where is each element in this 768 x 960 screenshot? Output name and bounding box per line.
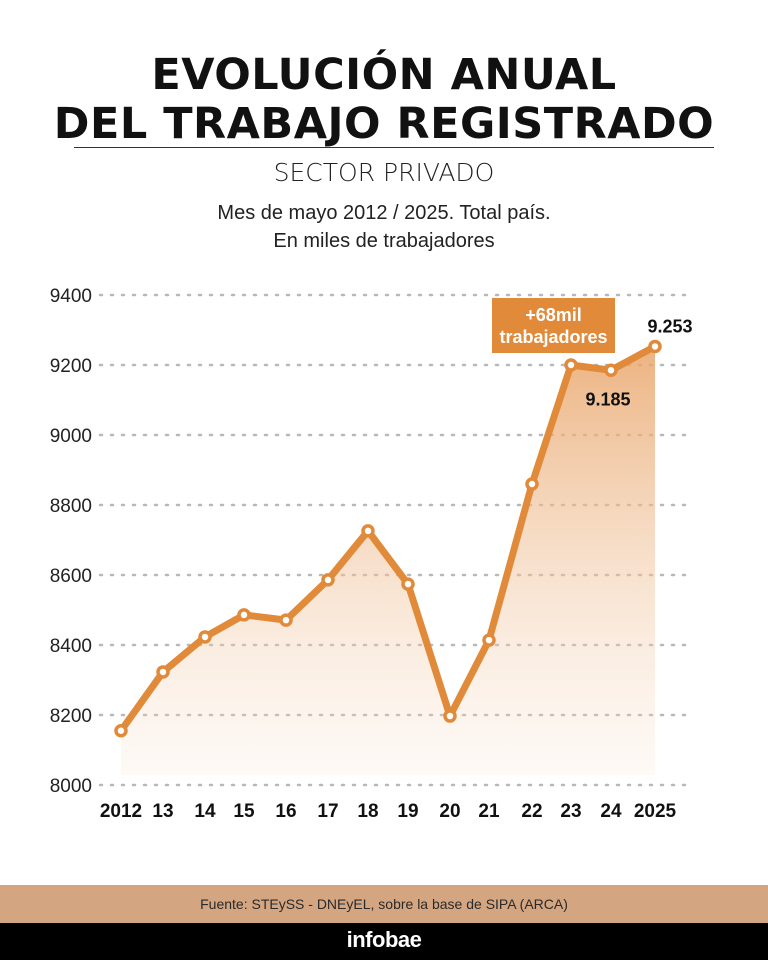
data-point bbox=[198, 630, 212, 644]
data-point bbox=[401, 577, 415, 591]
chart-description-line2: En miles de trabajadores bbox=[273, 230, 495, 252]
x-tick-label: 14 bbox=[194, 801, 216, 822]
x-tick-label: 17 bbox=[317, 801, 338, 822]
series-line bbox=[117, 342, 659, 735]
line-area-chart: 8000 8200 8400 8600 8800 9000 9200 9400 2012 13 1… bbox=[50, 286, 693, 822]
data-points bbox=[114, 339, 662, 738]
x-tick-label: 15 bbox=[233, 801, 255, 822]
x-tick-label: 13 bbox=[152, 801, 173, 822]
x-tick-label: 23 bbox=[560, 801, 581, 822]
data-label: 9.253 bbox=[647, 316, 692, 336]
y-tick-label: 8600 bbox=[50, 566, 92, 587]
source-footer: Fuente: STEySS - DNEyEL, sobre la base d… bbox=[0, 885, 768, 923]
x-tick-label: 20 bbox=[439, 801, 460, 822]
annotation-line1: +68mil bbox=[525, 305, 582, 325]
data-point bbox=[237, 608, 251, 622]
y-tick-label: 9400 bbox=[50, 286, 92, 307]
x-tick-label: 19 bbox=[397, 801, 418, 822]
data-labels: 9.185 9.253 bbox=[585, 316, 692, 409]
x-tick-label: 2025 bbox=[634, 801, 677, 822]
brand-bar: infobae bbox=[0, 923, 768, 960]
x-tick-label: 21 bbox=[478, 801, 500, 822]
y-tick-label: 8400 bbox=[50, 636, 92, 657]
data-point bbox=[156, 665, 170, 679]
chart-subtitle: SECTOR PRIVADO bbox=[273, 158, 495, 187]
chart-description-line1: Mes de mayo 2012 / 2025. Total país. bbox=[217, 202, 551, 224]
x-tick-label: 16 bbox=[275, 801, 296, 822]
data-point bbox=[443, 709, 457, 723]
y-tick-label: 8000 bbox=[50, 776, 92, 797]
data-point bbox=[648, 339, 662, 354]
brand-logo: infobae bbox=[346, 927, 422, 952]
x-tick-label: 18 bbox=[357, 801, 378, 822]
data-point bbox=[482, 633, 496, 647]
x-tick-label: 22 bbox=[521, 801, 542, 822]
data-point bbox=[114, 724, 128, 738]
y-tick-label: 8200 bbox=[50, 706, 92, 727]
annotation-box bbox=[492, 298, 615, 353]
data-point bbox=[361, 524, 375, 538]
annotation-group: +68mil trabajadores bbox=[492, 298, 615, 353]
title-divider bbox=[74, 147, 714, 148]
y-tick-label: 8800 bbox=[50, 496, 92, 517]
y-axis-ticks: 8000 8200 8400 8600 8800 9000 9200 9400 bbox=[50, 286, 92, 797]
data-point bbox=[564, 358, 578, 372]
y-tick-label: 9200 bbox=[50, 356, 92, 377]
data-point bbox=[604, 363, 618, 377]
source-text: Fuente: STEySS - DNEyEL, sobre la base d… bbox=[200, 896, 568, 912]
x-tick-label: 24 bbox=[600, 801, 622, 822]
annotation-line2: trabajadores bbox=[499, 327, 607, 347]
data-point bbox=[321, 573, 335, 587]
data-label: 9.185 bbox=[585, 389, 630, 409]
data-point bbox=[279, 613, 293, 627]
chart-title-line1: EVOLUCIÓN ANUAL bbox=[151, 50, 617, 100]
y-tick-label: 9000 bbox=[50, 426, 92, 447]
x-tick-label: 2012 bbox=[100, 801, 142, 822]
x-axis-ticks: 2012 13 14 15 16 17 18 19 20 21 22 23 24 2025 bbox=[100, 801, 677, 822]
chart-title-line2: DEL TRABAJO REGISTRADO bbox=[53, 99, 715, 149]
data-point bbox=[525, 477, 539, 491]
